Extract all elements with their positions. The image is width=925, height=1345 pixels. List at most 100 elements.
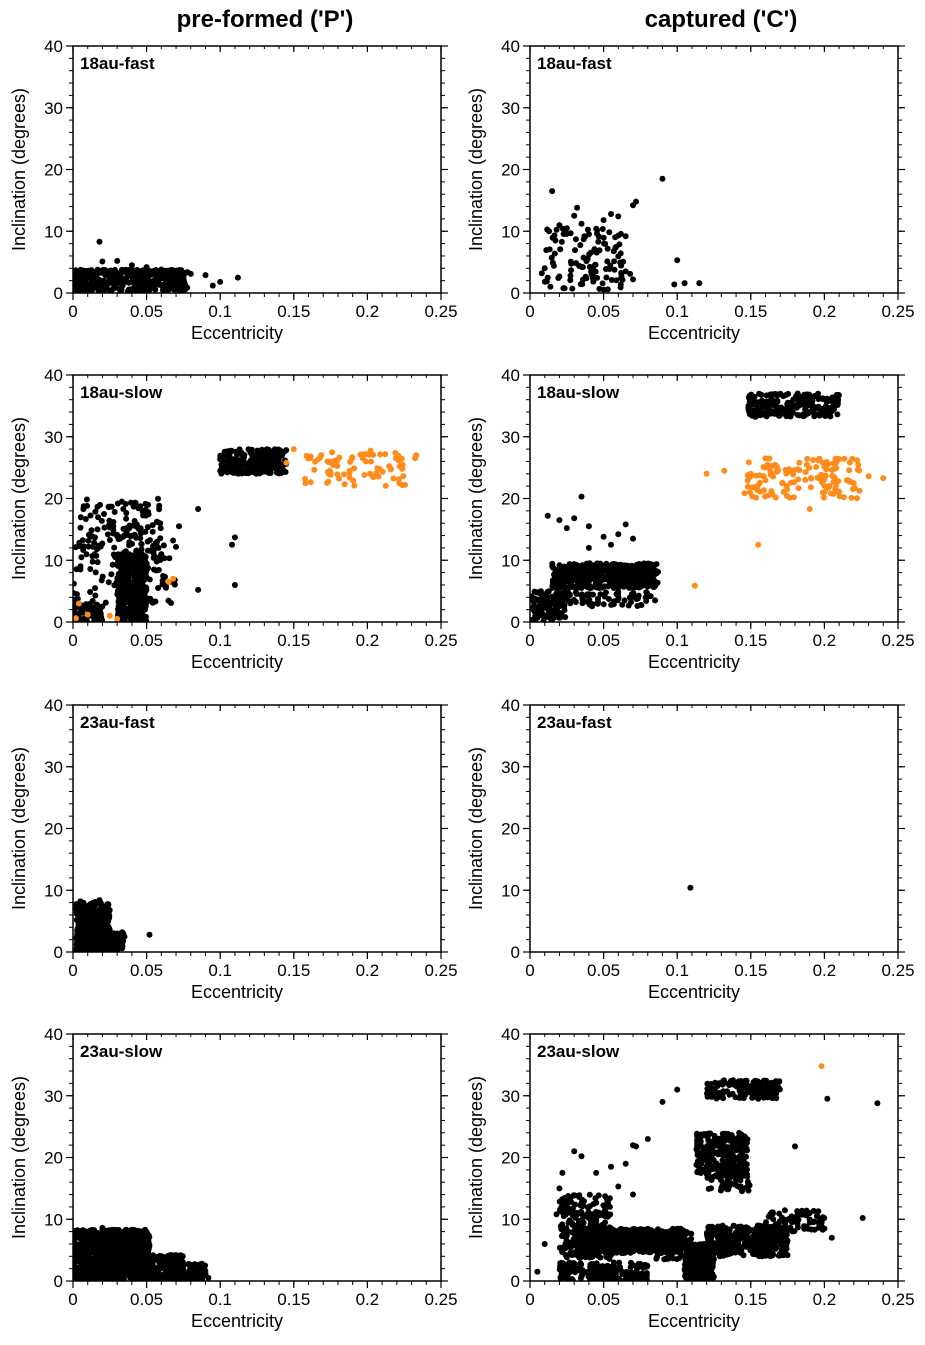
data-point bbox=[307, 479, 314, 486]
data-point bbox=[590, 591, 596, 598]
data-point bbox=[118, 558, 125, 565]
data-point bbox=[382, 482, 389, 489]
data-point bbox=[135, 571, 142, 578]
data-point bbox=[598, 571, 604, 577]
data-point bbox=[106, 537, 113, 543]
data-point bbox=[785, 390, 792, 397]
data-point bbox=[129, 540, 135, 547]
data-point bbox=[622, 521, 629, 528]
data-point bbox=[99, 540, 106, 547]
data-point bbox=[584, 598, 591, 605]
data-point bbox=[105, 579, 112, 586]
data-point bbox=[772, 494, 779, 501]
points-group bbox=[73, 897, 153, 952]
data-point bbox=[324, 458, 331, 465]
panel-label: 18au-fast bbox=[80, 54, 155, 73]
data-point bbox=[585, 523, 592, 530]
data-point bbox=[589, 601, 596, 608]
data-point bbox=[567, 272, 574, 279]
data-point bbox=[80, 937, 87, 944]
data-point bbox=[124, 587, 131, 594]
data-point bbox=[563, 225, 570, 232]
data-point bbox=[543, 247, 550, 254]
data-point bbox=[231, 582, 238, 588]
data-point bbox=[830, 460, 837, 467]
data-point bbox=[146, 931, 153, 938]
data-point bbox=[134, 280, 141, 287]
data-point bbox=[655, 568, 661, 575]
data-point bbox=[561, 285, 568, 292]
data-point bbox=[170, 575, 177, 582]
x-tick-label: 0.05 bbox=[130, 302, 163, 321]
data-point bbox=[530, 593, 535, 600]
data-point bbox=[234, 274, 241, 281]
data-point bbox=[779, 479, 786, 486]
y-axis-label: Inclination (degrees) bbox=[9, 417, 29, 580]
data-point bbox=[131, 518, 138, 524]
data-point bbox=[124, 557, 131, 564]
data-point bbox=[821, 476, 828, 483]
panel-18au-slow-0: 0 0.05 0.1 0.15 0.2 0.25 0 10 20 30 40 Eccentricity… bbox=[9, 366, 458, 672]
data-point bbox=[311, 466, 318, 473]
data-point bbox=[147, 537, 153, 544]
data-point bbox=[589, 562, 596, 569]
data-point bbox=[367, 470, 374, 477]
data-point bbox=[836, 488, 842, 495]
data-point bbox=[600, 217, 607, 224]
x-tick-label: 0.2 bbox=[813, 302, 837, 321]
data-point bbox=[819, 396, 826, 402]
x-tick-label: 0.1 bbox=[665, 302, 689, 321]
plot-frame bbox=[72, 45, 442, 294]
data-point bbox=[818, 471, 825, 478]
data-point bbox=[136, 555, 143, 562]
data-point bbox=[549, 617, 556, 622]
data-point bbox=[549, 598, 556, 605]
y-tick-label: 10 bbox=[501, 222, 520, 241]
data-point bbox=[592, 268, 599, 275]
data-point bbox=[604, 569, 611, 575]
data-point bbox=[135, 505, 142, 512]
data-point bbox=[158, 266, 165, 273]
y-tick-label: 20 bbox=[501, 820, 520, 839]
data-point bbox=[799, 394, 806, 401]
data-point bbox=[571, 515, 578, 522]
x-tick-label: 0 bbox=[68, 631, 77, 650]
data-point bbox=[142, 564, 149, 571]
data-point bbox=[76, 268, 83, 275]
data-point bbox=[81, 909, 88, 916]
data-point bbox=[341, 481, 348, 488]
data-point bbox=[233, 448, 240, 455]
data-point bbox=[622, 268, 629, 275]
data-point bbox=[111, 509, 118, 515]
data-point bbox=[625, 602, 632, 609]
data-point bbox=[567, 230, 574, 237]
data-point bbox=[594, 274, 601, 281]
data-point bbox=[155, 495, 161, 502]
data-point bbox=[180, 273, 187, 280]
y-tick-label: 10 bbox=[44, 222, 63, 241]
y-tick-label: 40 bbox=[501, 696, 520, 715]
data-point bbox=[687, 884, 694, 891]
data-point bbox=[790, 409, 796, 416]
data-point bbox=[617, 250, 624, 257]
data-point bbox=[77, 898, 84, 905]
data-point bbox=[102, 945, 109, 952]
data-point bbox=[749, 484, 756, 491]
data-point bbox=[254, 465, 261, 472]
data-point bbox=[103, 914, 110, 921]
data-point bbox=[327, 471, 334, 478]
data-point bbox=[533, 596, 540, 603]
data-point bbox=[557, 246, 564, 253]
data-point bbox=[121, 933, 128, 940]
data-point bbox=[753, 472, 759, 479]
data-point bbox=[351, 482, 358, 489]
panel-label: 23au-fast bbox=[80, 713, 155, 732]
data-point bbox=[90, 604, 97, 611]
data-point bbox=[98, 269, 105, 276]
data-point bbox=[762, 455, 769, 462]
data-point bbox=[170, 537, 177, 544]
x-tick-label: 0.25 bbox=[424, 302, 457, 321]
y-tick-label: 0 bbox=[54, 284, 63, 303]
x-tick-label: 0.1 bbox=[208, 302, 232, 321]
data-point bbox=[563, 591, 570, 598]
